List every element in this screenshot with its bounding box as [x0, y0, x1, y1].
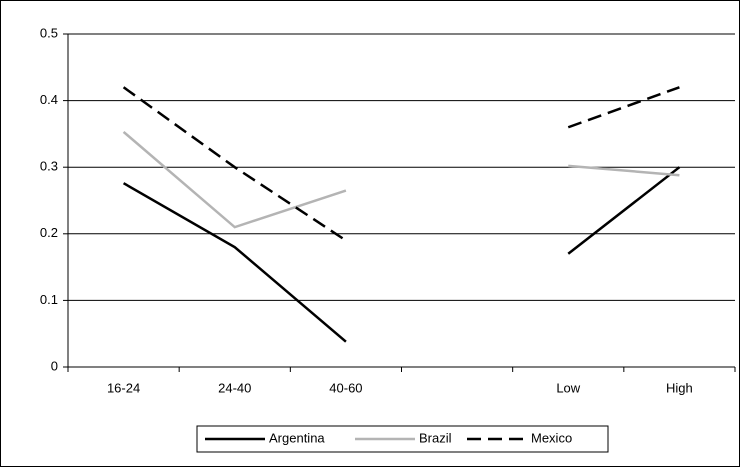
legend-label: Argentina [269, 430, 325, 445]
series-line [122, 166, 681, 343]
x-tick-label: 24-40 [218, 380, 251, 395]
legend-label: Brazil [419, 430, 452, 445]
y-tick-label: 0.2 [40, 225, 58, 240]
y-tick-label: 0.3 [40, 159, 58, 174]
x-tick-label: Low [556, 380, 580, 395]
x-tick-label: High [666, 380, 693, 395]
x-tick-label: 16-24 [107, 380, 140, 395]
y-tick-label: 0 [51, 358, 58, 373]
series-line [122, 86, 680, 242]
y-tick-label: 0.4 [40, 92, 58, 107]
y-tick-label: 0.5 [40, 25, 58, 40]
y-tick-label: 0.1 [40, 292, 58, 307]
x-tick-label: 40-60 [329, 380, 362, 395]
legend-label: Mexico [531, 430, 572, 445]
series-line [122, 130, 680, 229]
